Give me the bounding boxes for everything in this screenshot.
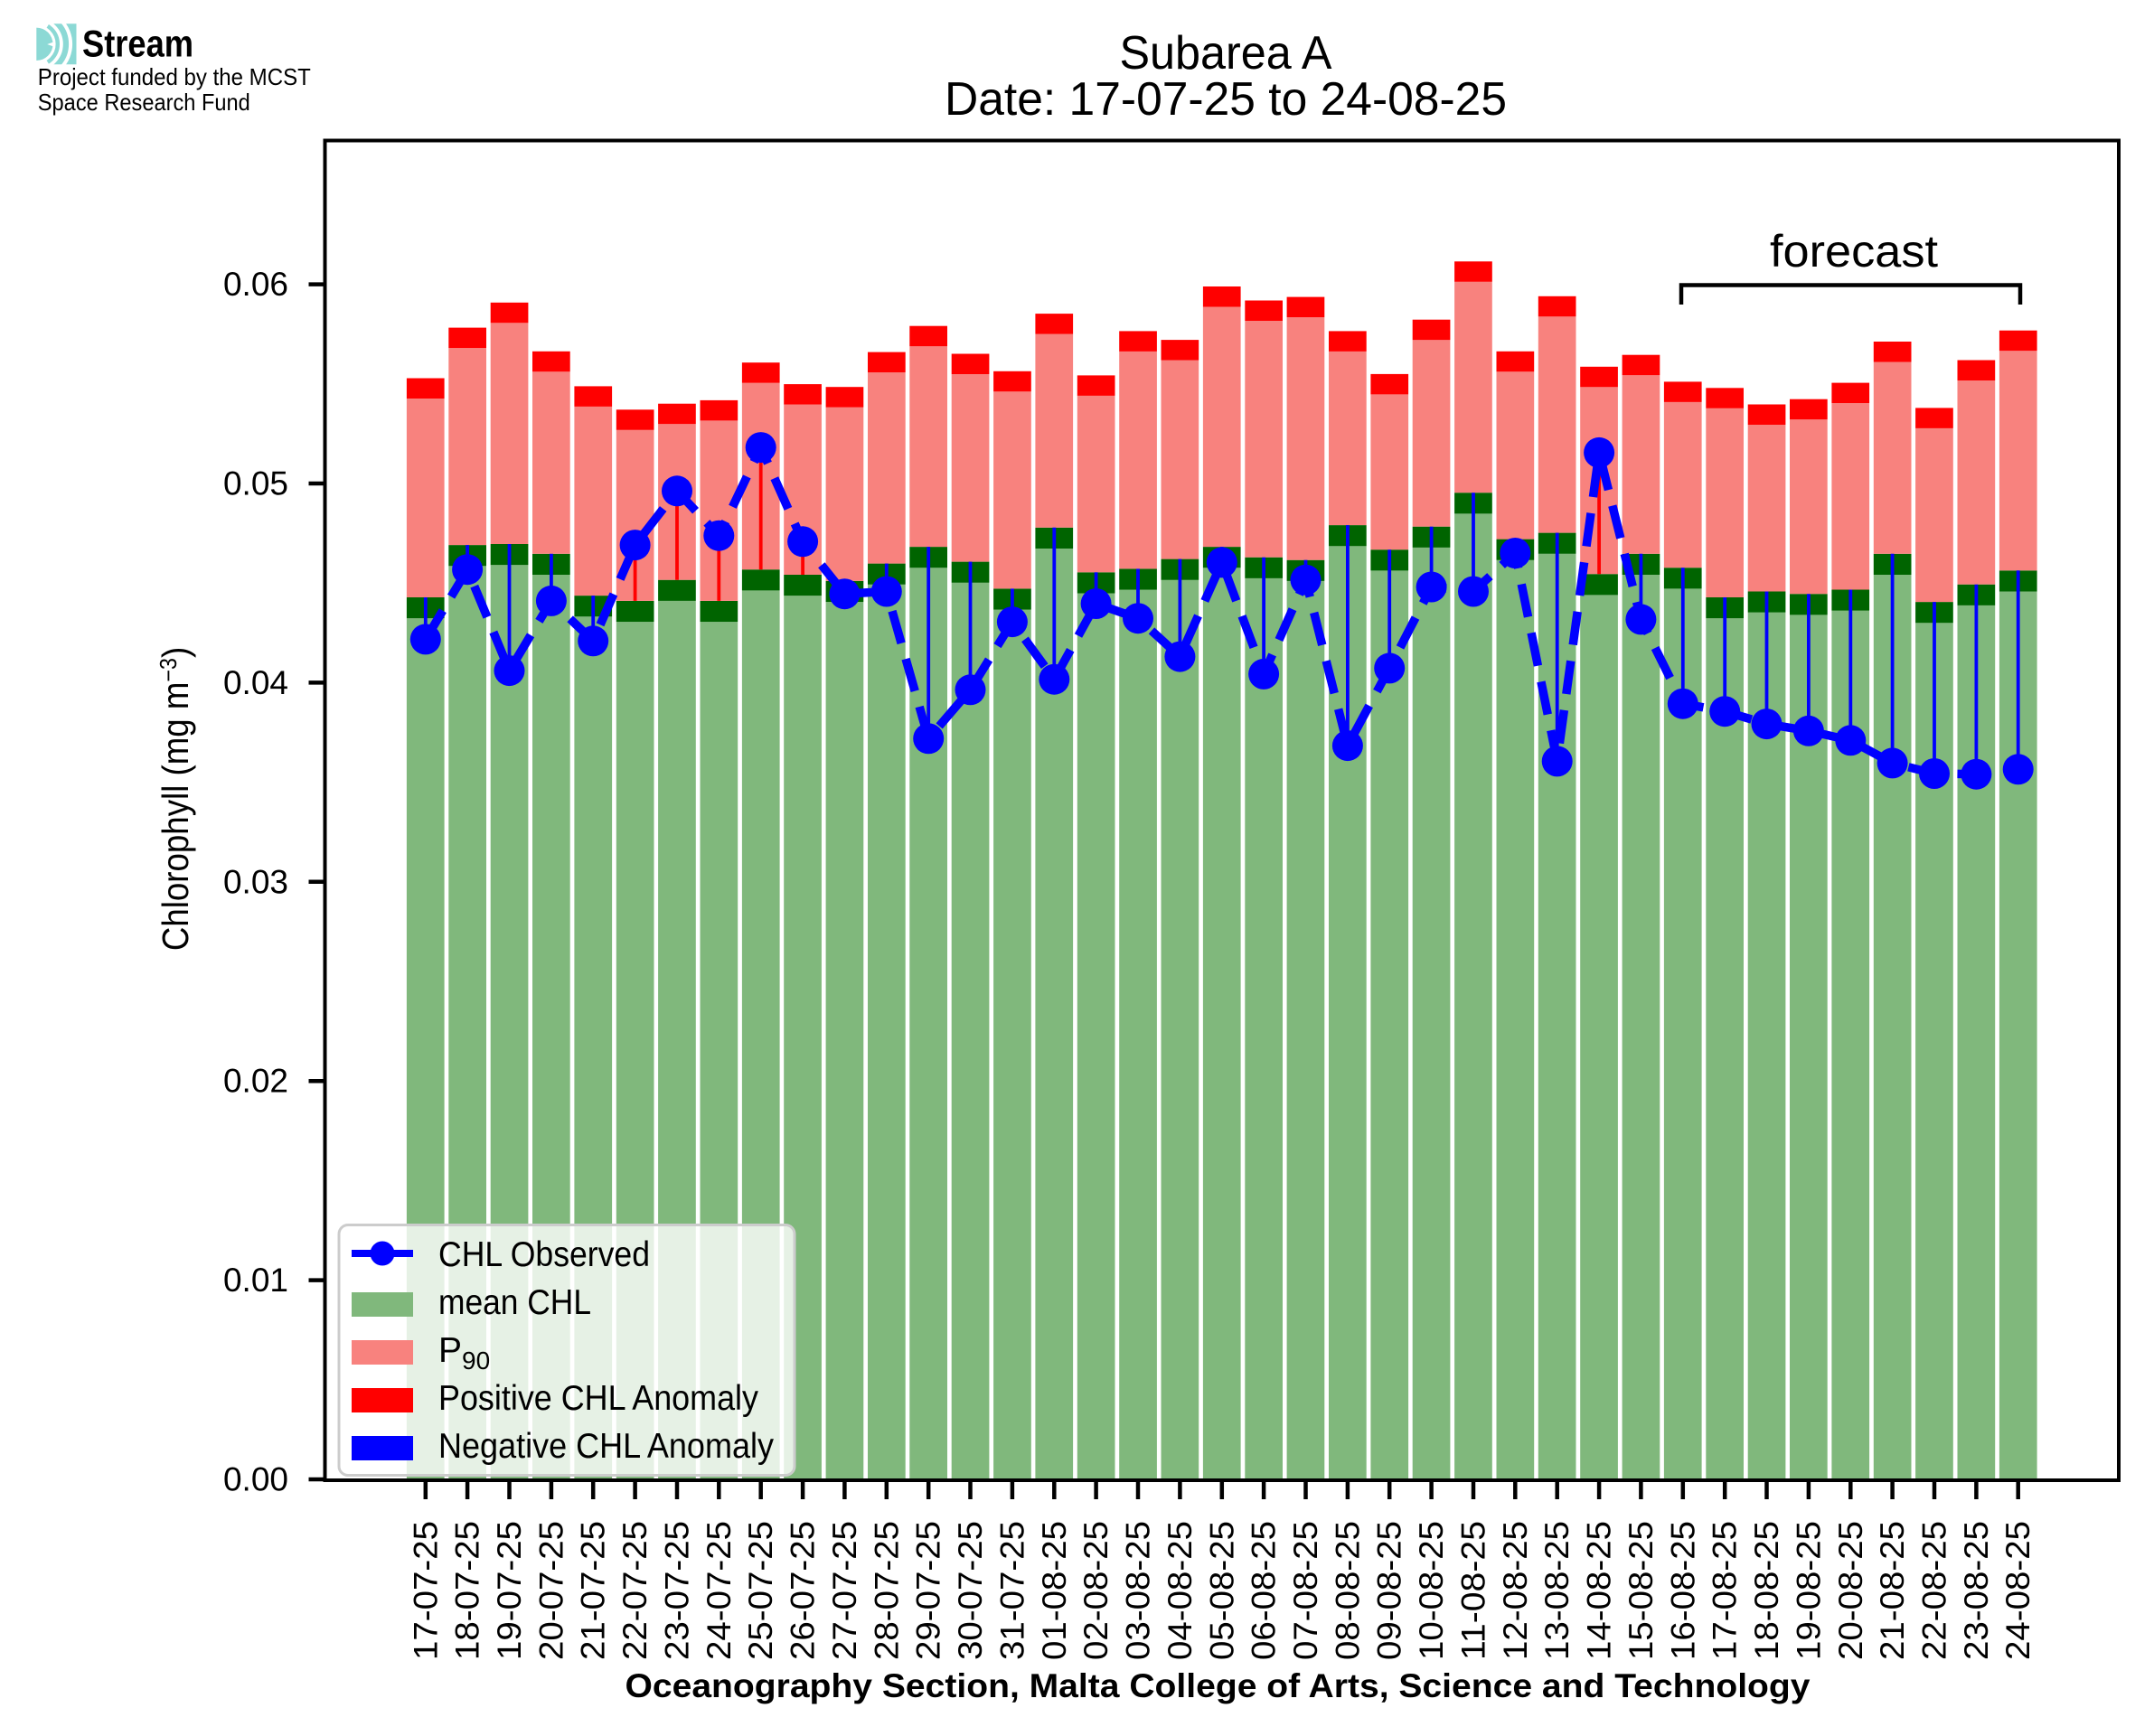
svg-text:Negative CHL Anomaly: Negative CHL Anomaly	[438, 1427, 774, 1466]
svg-text:25-07-25: 25-07-25	[742, 1521, 779, 1660]
svg-text:08-08-25: 08-08-25	[1329, 1521, 1366, 1660]
svg-text:16-08-25: 16-08-25	[1664, 1521, 1701, 1660]
svg-text:0.05: 0.05	[223, 465, 288, 502]
svg-text:forecast: forecast	[1770, 226, 1938, 277]
svg-text:23-07-25: 23-07-25	[659, 1521, 696, 1660]
svg-text:29-07-25: 29-07-25	[910, 1521, 947, 1660]
svg-text:13-08-25: 13-08-25	[1538, 1521, 1576, 1660]
svg-text:Date: 17-07-25 to 24-08-25: Date: 17-07-25 to 24-08-25	[945, 73, 1507, 126]
svg-text:20-07-25: 20-07-25	[532, 1521, 569, 1660]
svg-text:27-07-25: 27-07-25	[826, 1521, 863, 1660]
svg-text:17-07-25: 17-07-25	[407, 1521, 444, 1660]
svg-text:Project funded by the MCST: Project funded by the MCST	[38, 63, 311, 90]
svg-text:17-08-25: 17-08-25	[1707, 1521, 1744, 1660]
svg-text:03-08-25: 03-08-25	[1120, 1521, 1157, 1660]
svg-text:12-08-25: 12-08-25	[1497, 1521, 1534, 1660]
svg-text:06-08-25: 06-08-25	[1246, 1521, 1283, 1660]
svg-text:23-08-25: 23-08-25	[1958, 1521, 1995, 1660]
svg-text:02-08-25: 02-08-25	[1077, 1521, 1115, 1660]
svg-text:mean CHL: mean CHL	[438, 1283, 591, 1322]
svg-text:Space Research Fund: Space Research Fund	[38, 89, 250, 116]
svg-text:07-08-25: 07-08-25	[1287, 1521, 1324, 1660]
svg-text:14-08-25: 14-08-25	[1581, 1521, 1618, 1660]
svg-text:0.02: 0.02	[223, 1063, 288, 1100]
svg-text:19-07-25: 19-07-25	[491, 1521, 528, 1660]
svg-text:CHL Observed: CHL Observed	[438, 1235, 650, 1274]
svg-text:22-07-25: 22-07-25	[616, 1521, 654, 1660]
svg-text:Positive CHL Anomaly: Positive CHL Anomaly	[438, 1379, 758, 1418]
svg-text:15-08-25: 15-08-25	[1623, 1521, 1660, 1660]
svg-text:20-08-25: 20-08-25	[1832, 1521, 1869, 1660]
svg-text:18-07-25: 18-07-25	[449, 1521, 486, 1660]
svg-text:01-08-25: 01-08-25	[1036, 1521, 1073, 1660]
svg-text:Oceanography Section, Malta Co: Oceanography Section, Malta College of A…	[626, 1667, 1811, 1704]
svg-text:04-08-25: 04-08-25	[1162, 1521, 1199, 1660]
svg-text:Chlorophyll (mg m−3): Chlorophyll (mg m−3)	[155, 647, 196, 951]
svg-text:0.00: 0.00	[223, 1461, 288, 1498]
svg-text:22-08-25: 22-08-25	[1916, 1521, 1953, 1660]
svg-text:31-07-25: 31-07-25	[993, 1521, 1030, 1660]
svg-text:0.01: 0.01	[223, 1262, 288, 1299]
svg-text:0.04: 0.04	[223, 664, 288, 701]
svg-text:0.03: 0.03	[223, 863, 288, 900]
svg-text:18-08-25: 18-08-25	[1748, 1521, 1785, 1660]
svg-text:28-07-25: 28-07-25	[868, 1521, 905, 1660]
svg-text:10-08-25: 10-08-25	[1413, 1521, 1450, 1660]
svg-text:09-08-25: 09-08-25	[1371, 1521, 1408, 1660]
svg-text:0.06: 0.06	[223, 266, 288, 303]
svg-text:11-08-25: 11-08-25	[1455, 1521, 1492, 1660]
svg-text:19-08-25: 19-08-25	[1790, 1521, 1827, 1660]
svg-text:30-07-25: 30-07-25	[952, 1521, 989, 1660]
svg-text:24-07-25: 24-07-25	[701, 1521, 738, 1660]
svg-text:21-07-25: 21-07-25	[575, 1521, 612, 1660]
svg-text:21-08-25: 21-08-25	[1874, 1521, 1911, 1660]
svg-text:05-08-25: 05-08-25	[1203, 1521, 1240, 1660]
svg-text:Stream: Stream	[82, 23, 193, 65]
svg-text:Subarea A: Subarea A	[1120, 27, 1332, 80]
svg-text:26-07-25: 26-07-25	[785, 1521, 822, 1660]
svg-text:24-08-25: 24-08-25	[1999, 1521, 2036, 1660]
